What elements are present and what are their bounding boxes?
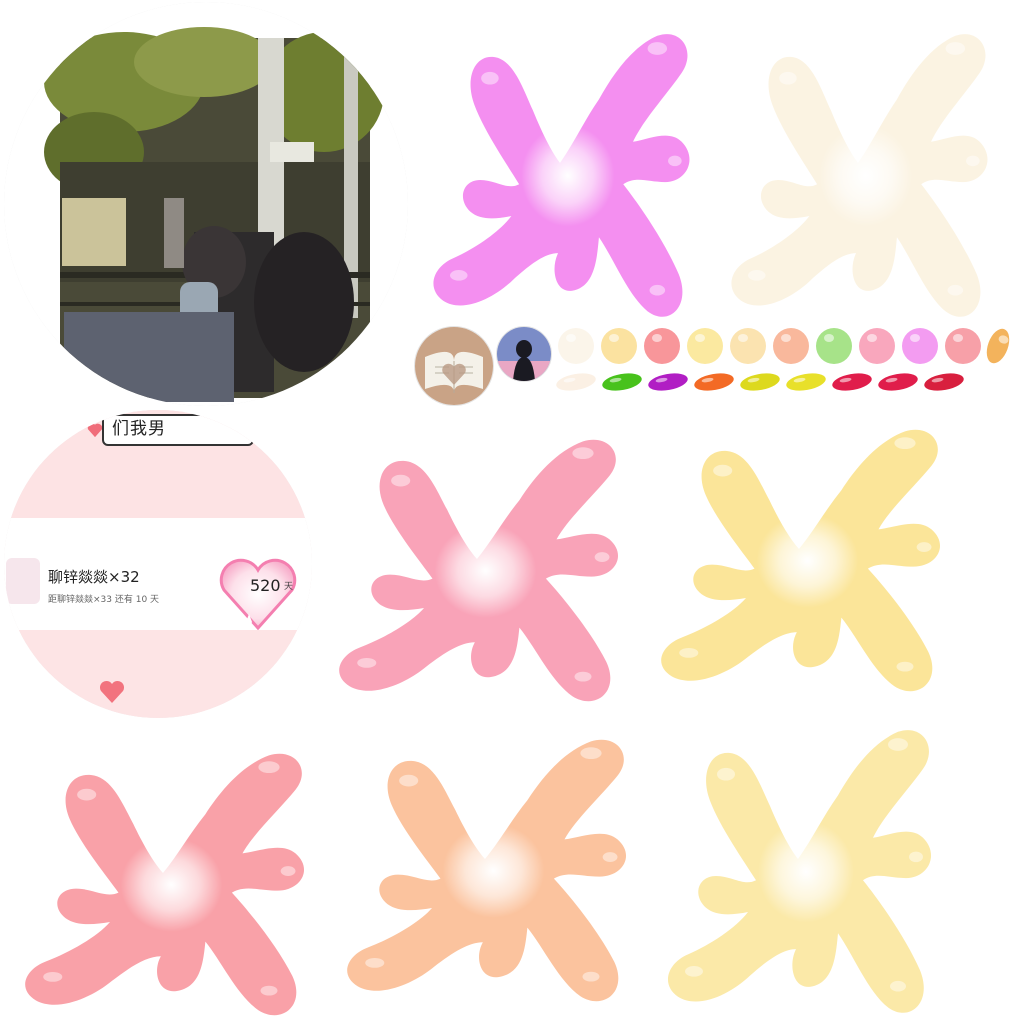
chat-streak-screenshot-circle: 们我男 聊锌燚燚×32 距聊锌燚燚×33 还有 10 天 520 天 (4, 410, 312, 718)
avatar-girl-dusk (496, 326, 552, 382)
color-bead (816, 328, 852, 364)
chat-avatar (6, 558, 40, 604)
chat-subtitle: 距聊锌燚燚×33 还有 10 天 (48, 595, 160, 605)
small-heart-icon (87, 423, 103, 438)
color-bead (859, 328, 895, 364)
color-bead (601, 328, 637, 364)
color-pill (922, 370, 966, 394)
color-bead (558, 328, 594, 364)
chat-streak-row: 聊锌燚燚×32 距聊锌燚燚×33 还有 10 天 520 天 (4, 518, 312, 631)
color-pill (738, 370, 782, 394)
book-heart-image (415, 327, 493, 405)
streak-count: 520 (250, 576, 281, 595)
color-bead (902, 328, 938, 364)
splat-cream-faded (712, 4, 1004, 322)
color-pill (830, 370, 874, 394)
color-bead (644, 328, 680, 364)
color-bead (945, 328, 981, 364)
color-pill (554, 370, 598, 394)
color-pill (876, 370, 920, 394)
splat-magenta (414, 4, 706, 322)
color-pill (784, 370, 828, 394)
color-bead (730, 328, 766, 364)
girl-dusk-image (497, 327, 551, 381)
splat-light-yellow (648, 700, 948, 1018)
splat-peach (326, 712, 644, 1006)
color-bead (773, 328, 809, 364)
screenshot-footer-area (4, 630, 312, 718)
color-bead (687, 328, 723, 364)
avatar-book-heart (414, 326, 494, 406)
splat-coral (4, 726, 322, 1020)
glowing-heart-icon (219, 558, 297, 631)
photo-window-reflection (4, 2, 408, 406)
color-bead (982, 325, 1014, 367)
color-pill (600, 370, 644, 394)
streak-count-unit: 天 (284, 582, 294, 592)
chat-name: 聊锌燚燚×32 (48, 568, 140, 586)
bottom-heart-icon (99, 680, 125, 703)
photo-circle-window-reflection (4, 2, 408, 406)
splat-yellow (640, 402, 958, 696)
screenshot-top-label: 们我男 (102, 414, 254, 446)
color-pill (692, 370, 736, 394)
color-pill (646, 370, 690, 394)
splat-pink (318, 412, 636, 706)
